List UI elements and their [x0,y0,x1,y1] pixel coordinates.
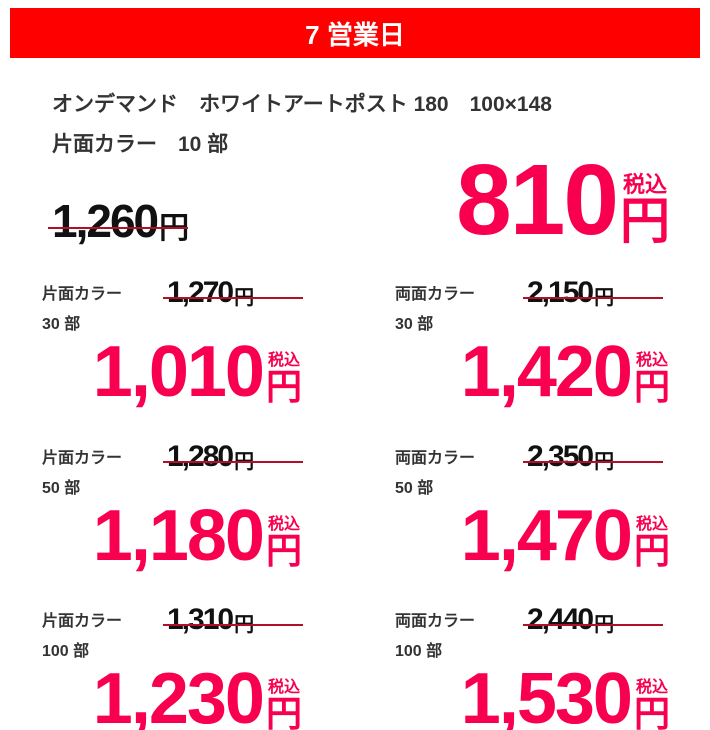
strike-line [163,460,303,463]
tax-label: 税込 [267,679,300,697]
price-unit: 税込円 [266,353,302,408]
item-label: 片面カラー [42,286,123,303]
old-price-value: 2,350 [527,440,594,473]
product-option: 片面カラー 10 部 [52,133,229,156]
strike-line [163,623,303,626]
old-price: 1,260 円 [52,198,189,244]
yen-unit: 円 [633,530,670,572]
product-name: オンデマンド ホワイトアートポスト 180 100×148 [52,93,552,116]
item-qty: 30 部 [42,316,81,333]
yen-unit: 円 [620,193,670,249]
price: 1,230 税込円 [93,663,302,730]
price-value: 1,470 [460,496,633,576]
old-price: 1,310 円 [167,603,254,636]
old-price: 1,270 円 [167,276,254,309]
old-price: 1,280 円 [167,440,254,473]
price-value: 1,420 [460,332,633,412]
price-value: 1,530 [460,659,633,730]
price: 1,180 税込円 [93,500,302,572]
item-qty: 100 部 [42,643,90,660]
tax-label: 税込 [635,516,668,534]
price-value: 1,230 [92,659,265,730]
old-price-value: 1,280 [167,440,234,473]
price-unit: 税込円 [620,174,670,250]
old-price: 2,440 円 [527,603,614,636]
item-label: 両面カラー [395,286,476,303]
yen-unit: 円 [265,366,302,408]
yen-unit: 円 [633,693,670,730]
tax-label: 税込 [635,352,668,370]
price-unit: 税込円 [634,517,670,572]
price: 1,470 税込円 [461,500,670,572]
price-unit: 税込円 [634,680,670,730]
strike-line [48,226,188,229]
old-price-value: 2,440 [527,603,594,636]
old-price-value: 2,150 [527,276,594,309]
price-unit: 税込円 [266,680,302,730]
old-price-value: 1,310 [167,603,234,636]
price: 1,420 税込円 [461,336,670,408]
price: 1,530 税込円 [461,663,670,730]
item-label: 片面カラー [42,613,123,630]
item-qty: 50 部 [395,480,434,497]
tax-label: 税込 [622,172,667,197]
item-label: 片面カラー [42,450,123,467]
tax-label: 税込 [267,516,300,534]
old-price-value: 1,260 [52,195,159,247]
tax-label: 税込 [267,352,300,370]
item-label: 両面カラー [395,450,476,467]
tax-label: 税込 [635,679,668,697]
price-value: 1,010 [92,332,265,412]
strike-line [163,296,303,299]
price-value: 1,180 [92,496,265,576]
strike-line [523,623,663,626]
item-qty: 50 部 [42,480,81,497]
header: 7 営業日 [10,8,700,58]
old-price: 2,150 円 [527,276,614,309]
yen-unit: 円 [633,366,670,408]
price: 1,010 税込円 [93,336,302,408]
item-label: 両面カラー [395,613,476,630]
price-unit: 税込円 [266,517,302,572]
item-qty: 100 部 [395,643,443,660]
yen-unit: 円 [159,212,190,245]
strike-line [523,296,663,299]
price-value: 810 [456,144,619,256]
item-qty: 30 部 [395,316,434,333]
yen-unit: 円 [265,530,302,572]
old-price-value: 1,270 [167,276,234,309]
price-unit: 税込円 [634,353,670,408]
strike-line [523,460,663,463]
old-price: 2,350 円 [527,440,614,473]
yen-unit: 円 [265,693,302,730]
price: 810 税込円 [456,150,670,250]
